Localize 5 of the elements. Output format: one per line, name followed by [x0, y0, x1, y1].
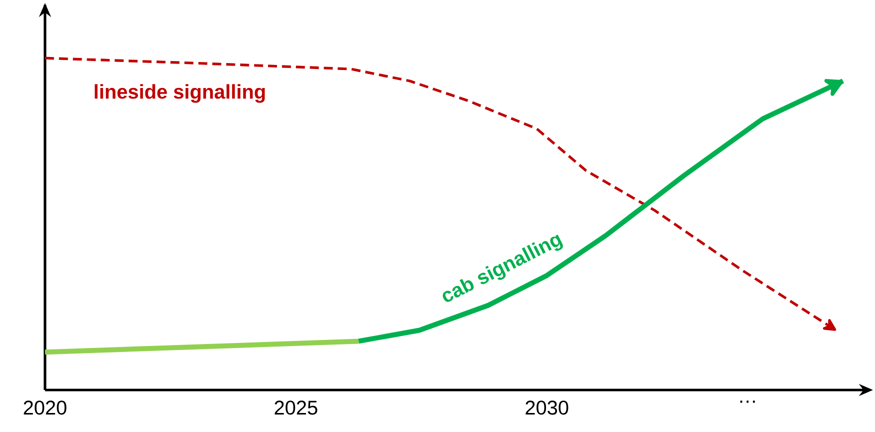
x-tick-label: …: [740, 400, 755, 403]
x-tick-label: 2025: [274, 400, 318, 415]
x-tick-label: 2020: [24, 400, 66, 415]
series-label: lineside signalling: [94, 84, 265, 103]
x-tick-label: 2030: [526, 400, 568, 415]
